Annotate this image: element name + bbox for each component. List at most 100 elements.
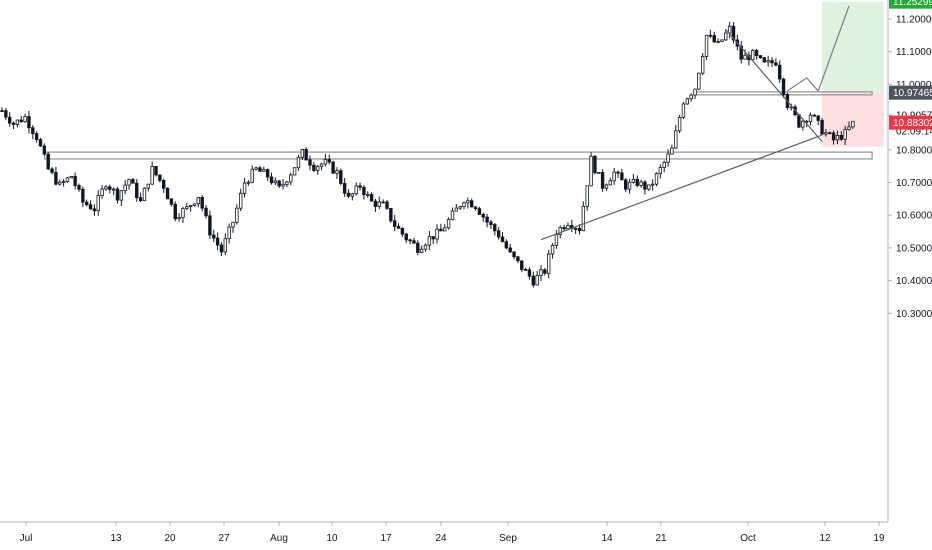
- candle: [23, 113, 27, 123]
- candle-body: [161, 180, 166, 189]
- candle: [824, 128, 828, 137]
- candle: [381, 199, 385, 204]
- candle-body: [323, 158, 328, 165]
- candle: [650, 179, 655, 191]
- candle: [531, 271, 535, 288]
- candle: [119, 190, 124, 206]
- y-tick-label: 11.00000: [896, 80, 932, 91]
- drawing-layer: [540, 5, 850, 241]
- candle: [246, 180, 251, 186]
- candle-body: [123, 184, 127, 192]
- candle-body: [254, 167, 258, 170]
- candle: [778, 60, 782, 83]
- candle: [242, 177, 247, 198]
- candle: [770, 57, 774, 67]
- candle-body: [766, 60, 770, 63]
- candle-body: [335, 170, 339, 174]
- x-tick-label: 10: [326, 533, 338, 544]
- candle: [223, 233, 227, 256]
- candle-body: [416, 242, 420, 253]
- candle: [454, 203, 458, 212]
- candle-body: [670, 147, 674, 155]
- candle-body: [477, 208, 482, 215]
- candle: [520, 260, 524, 273]
- candle: [766, 55, 770, 67]
- candle-body: [481, 213, 485, 218]
- candle: [196, 196, 201, 208]
- candle-body: [150, 165, 154, 185]
- candle: [604, 183, 609, 192]
- candle: [142, 187, 147, 202]
- candle-body: [654, 173, 659, 185]
- candle: [73, 172, 77, 190]
- candle: [235, 204, 239, 225]
- candle: [273, 177, 278, 186]
- candle-body: [146, 183, 150, 189]
- candle-body: [34, 133, 39, 140]
- candle: [254, 166, 258, 171]
- price-tag: [889, 0, 932, 9]
- candle: [693, 88, 697, 100]
- candle-body: [46, 153, 50, 170]
- candle-body: [508, 247, 512, 253]
- candle: [600, 169, 605, 192]
- candle-body: [743, 54, 747, 60]
- candle: [131, 177, 135, 184]
- candle: [627, 178, 632, 194]
- candle: [54, 166, 58, 186]
- candle: [851, 120, 855, 129]
- x-tick-label: 20: [164, 533, 176, 544]
- candle: [616, 170, 620, 179]
- candle-body: [720, 39, 724, 42]
- projection-path: [787, 5, 850, 93]
- candle-body: [381, 201, 385, 204]
- candle-body: [431, 236, 435, 240]
- candle: [654, 172, 659, 187]
- candle-body: [227, 226, 231, 240]
- candle-body: [346, 192, 351, 197]
- candle-body: [369, 194, 374, 202]
- candle-body: [119, 190, 124, 201]
- candle-body: [466, 200, 470, 204]
- candle: [392, 215, 397, 232]
- x-tick-label: Jul: [20, 533, 33, 544]
- x-tick-label: Oct: [740, 533, 756, 544]
- candle: [535, 270, 539, 286]
- candle-body: [643, 181, 647, 190]
- candle-body: [724, 32, 728, 41]
- candle-body: [435, 228, 439, 240]
- candle: [173, 201, 177, 222]
- candle: [85, 199, 89, 207]
- candle-body: [400, 227, 405, 235]
- candle-body: [674, 130, 678, 149]
- candle-body: [358, 185, 362, 188]
- candle-body: [104, 186, 108, 190]
- candle-body: [812, 114, 817, 117]
- candle-body: [689, 94, 693, 100]
- candle-body: [701, 56, 705, 74]
- candle: [323, 153, 328, 167]
- candle: [19, 116, 23, 123]
- candle-body: [115, 188, 120, 201]
- candle-body: [173, 203, 177, 220]
- candle-body: [520, 260, 524, 270]
- candle-body: [704, 34, 709, 57]
- candle-body: [100, 188, 104, 197]
- candle: [296, 154, 301, 171]
- candle-body: [781, 78, 786, 95]
- candle-body: [65, 177, 70, 182]
- x-tick-label: Sep: [499, 533, 517, 544]
- candle: [639, 179, 643, 188]
- candle: [335, 167, 339, 179]
- candle-body: [851, 120, 855, 128]
- resistance-zone-left: [44, 151, 873, 160]
- candle: [835, 130, 840, 144]
- candle-body: [204, 207, 208, 217]
- candle: [431, 236, 435, 244]
- candle-body: [38, 139, 43, 147]
- candle: [350, 192, 355, 201]
- candle: [15, 119, 20, 128]
- candle: [808, 112, 813, 126]
- candle-body: [327, 158, 331, 163]
